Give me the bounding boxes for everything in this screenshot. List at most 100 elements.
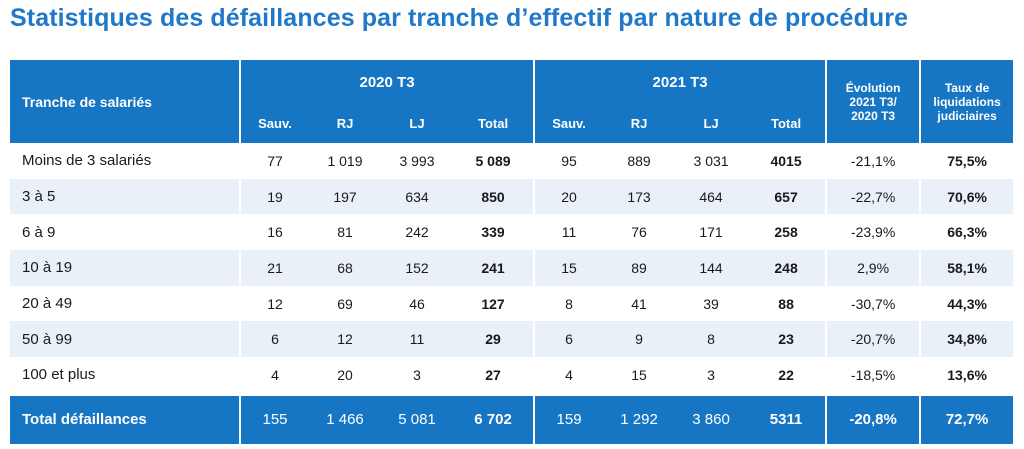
cell-rj-2021: 89 bbox=[603, 250, 676, 286]
table-row: Moins de 3 salariés 77 1 019 3 993 5 089 95 88… bbox=[10, 143, 1013, 179]
cell-lj-2021: 3 031 bbox=[693, 152, 729, 169]
row-label: 100 et plus bbox=[22, 366, 96, 384]
row-label: 3 à 5 bbox=[10, 178, 239, 215]
cell-total-2021: 23 bbox=[747, 321, 826, 358]
cell-lj-2020: 46 bbox=[409, 295, 425, 312]
cell-sauv-2021: 15 bbox=[533, 250, 604, 286]
cell-lj-2021: 3 bbox=[707, 366, 715, 383]
cell-evolution: 2,9% bbox=[825, 250, 920, 286]
cell-rj-2020: 12 bbox=[309, 321, 381, 358]
subcol-rj-2020: RJ bbox=[309, 104, 381, 143]
cell-rj-2020: 68 bbox=[309, 250, 381, 286]
total-sauv-2021: 159 bbox=[533, 392, 604, 444]
cell-sauv-2021: 11 bbox=[533, 214, 603, 251]
cell-rj-2020: 20 bbox=[337, 366, 353, 383]
cell-lj-2020: 242 bbox=[405, 224, 429, 241]
row-label: 10 à 19 bbox=[10, 250, 239, 286]
table-row: 3 à 5 19 197 634 850 20 173 464 657 -22,7% 70,6% bbox=[10, 178, 1014, 215]
cell-taux: 13,6% bbox=[919, 357, 1013, 393]
total-row: Total défaillances 155 1 466 5 081 6 702… bbox=[10, 392, 1014, 444]
cell-taux: 58,1% bbox=[919, 250, 1014, 286]
cell-sauv-2020: 12 bbox=[239, 285, 309, 322]
taux-header: Taux de liquidations judiciaires bbox=[919, 60, 1014, 143]
cell-total-2020: 127 bbox=[481, 295, 505, 312]
page-title: Statistiques des défaillances par tranch… bbox=[10, 4, 909, 32]
row-label: 50 à 99 bbox=[10, 321, 239, 358]
cell-sauv-2020: 21 bbox=[239, 250, 309, 286]
total-total-2020: 6 702 bbox=[453, 392, 534, 444]
cell-evolution: -22,7% bbox=[825, 178, 920, 215]
evolution-header: Évolution 2021 T3/ 2020 T3 bbox=[825, 60, 920, 143]
cell-total-2020: 29 bbox=[453, 321, 534, 358]
cell-evolution: -23,9% bbox=[825, 214, 919, 251]
cell-lj-2020: 152 bbox=[381, 250, 453, 286]
total-sauv-2020: 155 bbox=[239, 392, 309, 444]
cell-total-2021: 4015 bbox=[770, 152, 802, 169]
failures-table: Tranche de salariés 2020 T3 2021 T3 Évol… bbox=[10, 60, 1014, 444]
cell-evolution: -20,7% bbox=[825, 321, 920, 358]
group-header-2020: 2020 T3 bbox=[239, 60, 534, 104]
total-rj-2021: 1 292 bbox=[603, 392, 676, 444]
cell-total-2021: 22 bbox=[778, 366, 794, 383]
total-lj-2021: 3 860 bbox=[675, 392, 748, 444]
cell-total-2020: 241 bbox=[453, 250, 534, 286]
total-evolution: -20,8% bbox=[825, 392, 920, 444]
cell-sauv-2020: 19 bbox=[239, 178, 309, 215]
cell-taux: 75,5% bbox=[919, 143, 1013, 179]
cell-lj-2021: 464 bbox=[675, 178, 748, 215]
cell-total-2021: 88 bbox=[778, 295, 794, 312]
cell-sauv-2021: 8 bbox=[533, 285, 603, 322]
table-body: Moins de 3 salariés 77 1 019 3 993 5 089 95 88… bbox=[10, 143, 1014, 393]
cell-taux: 70,6% bbox=[919, 178, 1014, 215]
subcol-sauv-2020: Sauv. bbox=[239, 104, 309, 143]
cell-taux: 66,3% bbox=[919, 214, 1013, 251]
cell-sauv-2021: 20 bbox=[533, 178, 604, 215]
cell-total-2020: 339 bbox=[481, 224, 505, 241]
cell-lj-2021: 8 bbox=[675, 321, 748, 358]
cell-rj-2020: 69 bbox=[337, 295, 353, 312]
group-header-2021: 2021 T3 bbox=[533, 60, 826, 104]
cell-total-2021: 258 bbox=[774, 224, 798, 241]
cell-rj-2020: 81 bbox=[337, 224, 353, 241]
total-total-2021: 5311 bbox=[747, 392, 826, 444]
row-label-header: Tranche de salariés bbox=[10, 60, 239, 143]
cell-total-2021: 248 bbox=[747, 250, 826, 286]
cell-taux: 34,8% bbox=[919, 321, 1014, 358]
table-row: 6 à 9 16 81 242 339 11 76 171 258 -23,9% 66,3% bbox=[10, 214, 1013, 251]
subcol-lj-2020: LJ bbox=[381, 104, 453, 143]
subcol-sauv-2021: Sauv. bbox=[533, 104, 604, 143]
cell-evolution: -18,5% bbox=[825, 357, 919, 393]
subcol-total-2021: Total bbox=[747, 104, 826, 143]
cell-rj-2021: 173 bbox=[603, 178, 676, 215]
cell-evolution: -30,7% bbox=[825, 285, 919, 322]
cell-sauv-2021: 6 bbox=[533, 321, 604, 358]
cell-evolution: -21,1% bbox=[825, 143, 919, 179]
cell-rj-2021: 41 bbox=[631, 295, 647, 312]
cell-lj-2020: 11 bbox=[381, 321, 453, 358]
subcol-lj-2021: LJ bbox=[675, 104, 748, 143]
cell-total-2021: 657 bbox=[747, 178, 826, 215]
cell-lj-2020: 634 bbox=[381, 178, 453, 215]
subcol-rj-2021: RJ bbox=[603, 104, 676, 143]
total-taux: 72,7% bbox=[919, 392, 1014, 444]
cell-total-2020: 5 089 bbox=[475, 152, 511, 169]
table-row: 100 et plus 4 20 3 27 4 15 3 22 -18,5% 13,6% bbox=[10, 357, 1013, 393]
total-lj-2020: 5 081 bbox=[381, 392, 453, 444]
cell-sauv-2020: 16 bbox=[239, 214, 309, 251]
cell-rj-2020: 197 bbox=[309, 178, 381, 215]
cell-lj-2020: 3 bbox=[413, 366, 421, 383]
cell-total-2020: 850 bbox=[453, 178, 534, 215]
row-label: 6 à 9 bbox=[22, 223, 56, 241]
row-label: 20 à 49 bbox=[22, 295, 73, 313]
cell-rj-2020: 1 019 bbox=[327, 152, 363, 169]
total-label: Total défaillances bbox=[10, 392, 239, 444]
cell-taux: 44,3% bbox=[919, 285, 1013, 322]
table-row: 20 à 49 12 69 46 127 8 41 39 88 -30,7% 44,3% bbox=[10, 285, 1013, 322]
cell-rj-2021: 76 bbox=[631, 224, 647, 241]
total-rj-2020: 1 466 bbox=[309, 392, 381, 444]
row-label: Moins de 3 salariés bbox=[22, 152, 152, 170]
cell-sauv-2021: 4 bbox=[533, 357, 603, 393]
cell-total-2020: 27 bbox=[485, 366, 501, 383]
cell-lj-2020: 3 993 bbox=[399, 152, 435, 169]
cell-sauv-2021: 95 bbox=[533, 143, 603, 179]
